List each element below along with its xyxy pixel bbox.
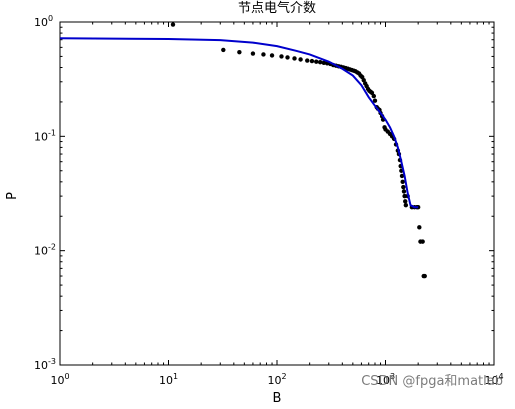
- data-point: [285, 55, 290, 60]
- data-point: [399, 173, 405, 179]
- data-point: [292, 56, 297, 61]
- data-point: [369, 90, 375, 96]
- data-point: [415, 204, 421, 210]
- y-tick-label: 100: [34, 14, 53, 29]
- data-point: [221, 47, 226, 53]
- data-point: [401, 184, 406, 190]
- data-point: [420, 239, 425, 244]
- y-axis: 10-3 10-2 10-1 100: [34, 14, 494, 372]
- fit-line: [59, 37, 419, 209]
- x-tick-label: 102: [267, 372, 286, 387]
- x-axis: 100 101 102 103 104: [50, 22, 504, 387]
- data-point: [372, 98, 378, 103]
- data-point: [279, 54, 284, 59]
- x-axis-label: B: [273, 391, 282, 406]
- data-point: [269, 53, 275, 58]
- data-point: [403, 199, 408, 204]
- data-point: [371, 93, 376, 99]
- y-tick-label: 10-2: [34, 243, 56, 258]
- data-point: [309, 58, 315, 64]
- y-tick-label: 10-3: [34, 357, 56, 372]
- data-point: [402, 193, 407, 199]
- data-point: [422, 273, 427, 279]
- data-point: [314, 59, 319, 64]
- data-point: [250, 51, 256, 56]
- x-tick-label: 104: [484, 372, 503, 387]
- plot-area: [59, 21, 495, 366]
- chart-title: 节点电气介数: [238, 0, 316, 16]
- x-tick-label: 101: [159, 372, 178, 387]
- data-point: [321, 60, 327, 65]
- y-tick-label: 10-1: [34, 128, 56, 143]
- data-point: [305, 58, 310, 63]
- watermark: CSDN @fpga和matlab: [361, 374, 503, 389]
- data-point: [237, 49, 242, 55]
- data-point: [400, 179, 405, 185]
- data-point: [361, 77, 366, 83]
- data-point: [261, 52, 266, 57]
- y-axis-label: P: [5, 192, 20, 200]
- x-tick-label: 100: [50, 372, 69, 387]
- series-layer: [59, 22, 427, 279]
- data-point: [403, 202, 409, 208]
- data-point: [298, 57, 303, 62]
- data-point: [170, 22, 176, 27]
- data-point: [317, 60, 323, 65]
- x-tick-label: 103: [376, 372, 395, 387]
- data-point: [417, 225, 422, 230]
- data-point: [401, 189, 407, 194]
